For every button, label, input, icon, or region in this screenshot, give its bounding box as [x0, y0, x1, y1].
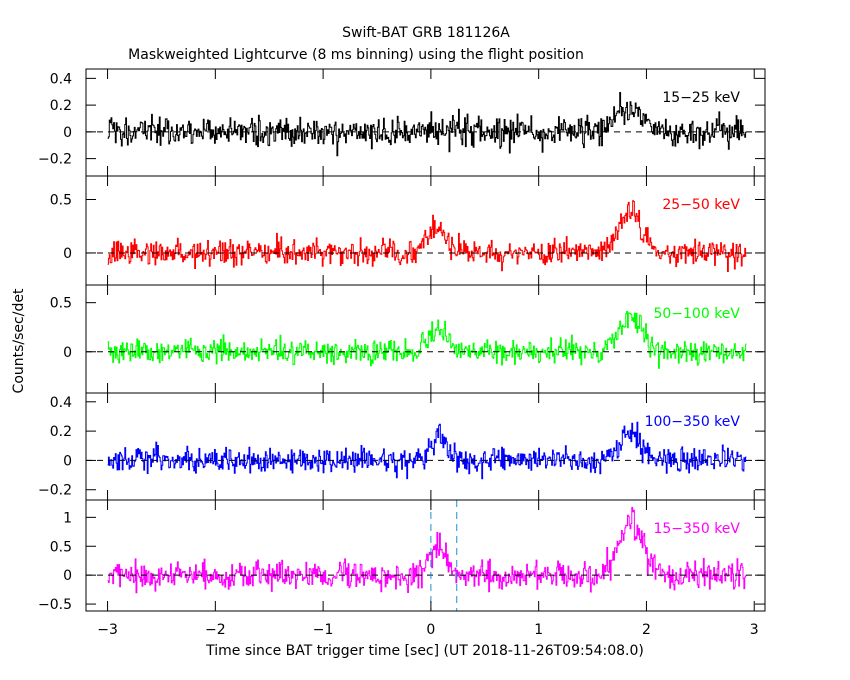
y-tick-label-3-0: −0.2: [38, 483, 72, 499]
x-tick-label-6: 3: [750, 622, 759, 638]
y-tick-label-0-2: 0.2: [50, 98, 72, 114]
series-line-3: [107, 421, 747, 480]
panel-frame-0: [85, 68, 766, 177]
y-tick-label-1-0: 0: [63, 246, 72, 262]
y-tick-label-1-1: 0.5: [50, 193, 72, 209]
y-tick-label-4-3: 1: [63, 510, 72, 526]
x-tick-label-3: 0: [426, 622, 435, 638]
y-tick-label-0-3: 0.4: [50, 71, 72, 87]
x-tick-label-1: −2: [205, 622, 226, 638]
series-line-0: [107, 92, 747, 157]
panel-label-0: 15−25 keV: [662, 90, 740, 106]
y-tick-label-0-0: −0.2: [38, 152, 72, 168]
panel-label-1: 25−50 keV: [662, 197, 740, 213]
y-tick-label-2-1: 0.5: [50, 296, 72, 312]
y-tick-label-4-2: 0.5: [50, 539, 72, 555]
y-tick-label-3-2: 0.2: [50, 424, 72, 440]
y-tick-label-3-1: 0: [63, 453, 72, 469]
panel-label-4: 15−350 keV: [653, 521, 740, 537]
y-tick-label-0-1: 0: [63, 125, 72, 141]
figure-subtitle: Maskweighted Lightcurve (8 ms binning) u…: [128, 47, 584, 63]
y-axis-label: Counts/sec/det: [11, 288, 27, 393]
x-tick-label-5: 2: [642, 622, 651, 638]
x-tick-label-2: −1: [313, 622, 334, 638]
panel-label-2: 50−100 keV: [653, 306, 740, 322]
x-tick-label-0: −3: [97, 622, 118, 638]
y-tick-label-4-0: −0.5: [38, 597, 72, 613]
y-tick-label-3-3: 0.4: [50, 395, 72, 411]
y-tick-label-2-0: 0: [63, 345, 72, 361]
panel-frame-4: [85, 499, 766, 612]
y-tick-label-4-1: 0: [63, 568, 72, 584]
panels-group: −0.2 0 0.2 0.4 15−25 keV 0 0.5 25−50 keV 0 0.5 50−…: [38, 68, 766, 638]
figure-title: Swift-BAT GRB 181126A: [342, 25, 510, 41]
panel-label-3: 100−350 keV: [645, 414, 741, 430]
x-axis-label: Time since BAT trigger time [sec] (UT 20…: [205, 643, 644, 659]
series-line-4: [107, 507, 747, 594]
x-tick-label-4: 1: [534, 622, 543, 638]
series-line-1: [107, 200, 747, 272]
series-line-2: [107, 311, 747, 369]
